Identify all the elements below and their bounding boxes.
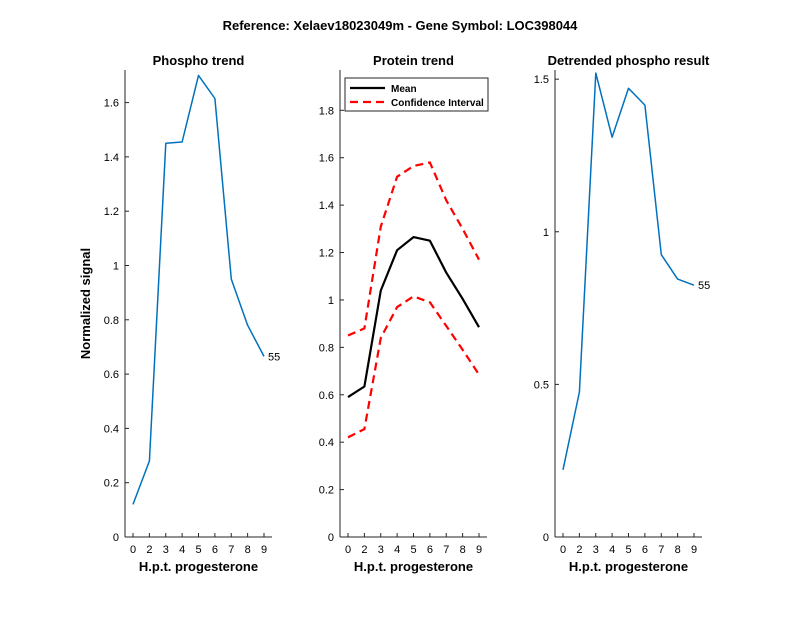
series-line-phospho (132, 74, 265, 505)
legend-box (344, 77, 489, 112)
x-tick-label: 6 (212, 544, 218, 556)
x-tick-label: 4 (609, 544, 615, 556)
y-tick-label: 0.8 (104, 315, 119, 327)
legend: Mean Confidence Interval (344, 77, 489, 112)
y-tick-label: 1 (113, 260, 119, 272)
y-tick-label: 0.8 (319, 342, 334, 354)
x-tick-label: 4 (394, 544, 400, 556)
y-tick-label: 0.6 (104, 369, 119, 381)
series-line-detrended (562, 72, 695, 470)
x-axis-label: H.p.t. progesterone (354, 559, 473, 574)
x-tick-label: 0 (560, 544, 566, 556)
y-tick-label: 0.2 (104, 478, 119, 490)
y-tick-label: 1.6 (319, 153, 334, 165)
y-tick-label: 1.4 (319, 200, 334, 212)
x-tick-label: 2 (361, 544, 367, 556)
panel-title: Phospho trend (153, 53, 245, 68)
y-tick-label: 1 (543, 227, 549, 239)
x-tick-label: 7 (443, 544, 449, 556)
y-tick-label: 0 (543, 532, 549, 544)
y-tick-label: 0.4 (319, 437, 334, 449)
x-tick-label: 5 (195, 544, 201, 556)
y-tick-label: 1.5 (534, 74, 549, 86)
x-tick-label: 9 (261, 544, 267, 556)
panel-title: Detrended phospho result (548, 53, 710, 68)
x-axis-label: H.p.t. progesterone (139, 559, 258, 574)
y-tick-label: 1.2 (319, 248, 334, 260)
x-tick-label: 7 (658, 544, 664, 556)
x-tick-label: 9 (476, 544, 482, 556)
y-tick-label: 0.5 (534, 379, 549, 391)
y-axis-label: Normalized signal (78, 248, 93, 359)
y-tick-label: 0 (113, 532, 119, 544)
x-tick-label: 9 (691, 544, 697, 556)
x-tick-label: 8 (460, 544, 466, 556)
x-tick-label: 5 (625, 544, 631, 556)
x-tick-label: 0 (130, 544, 136, 556)
y-tick-label: 1.8 (319, 105, 334, 117)
x-tick-label: 8 (675, 544, 681, 556)
y-tick-label: 1.2 (104, 206, 119, 218)
y-tick-label: 1.6 (104, 98, 119, 110)
x-tick-label: 7 (228, 544, 234, 556)
x-tick-label: 3 (163, 544, 169, 556)
legend-label: Mean (391, 84, 417, 95)
series-line-mean (347, 236, 480, 399)
end-label: 55 (268, 351, 280, 363)
y-tick-label: 1 (328, 295, 334, 307)
series-line-confidence-interval (347, 161, 480, 337)
y-tick-label: 0 (328, 532, 334, 544)
x-tick-label: 0 (345, 544, 351, 556)
y-tick-label: 1.4 (104, 152, 119, 164)
x-tick-label: 6 (642, 544, 648, 556)
y-tick-label: 0.2 (319, 485, 334, 497)
panel-title: Protein trend (373, 53, 454, 68)
x-tick-label: 3 (378, 544, 384, 556)
y-tick-label: 0.6 (319, 390, 334, 402)
end-label: 55 (698, 280, 710, 292)
legend-label: Confidence Interval (391, 98, 484, 109)
figure-suptitle: Reference: Xelaev18023049m - Gene Symbol… (223, 18, 579, 33)
x-tick-label: 6 (427, 544, 433, 556)
x-tick-label: 2 (146, 544, 152, 556)
y-tick-label: 0.4 (104, 423, 119, 435)
x-tick-label: 5 (410, 544, 416, 556)
x-tick-label: 4 (179, 544, 185, 556)
x-axis-label: H.p.t. progesterone (569, 559, 688, 574)
x-tick-label: 3 (593, 544, 599, 556)
x-tick-label: 8 (245, 544, 251, 556)
x-tick-label: 2 (576, 544, 582, 556)
